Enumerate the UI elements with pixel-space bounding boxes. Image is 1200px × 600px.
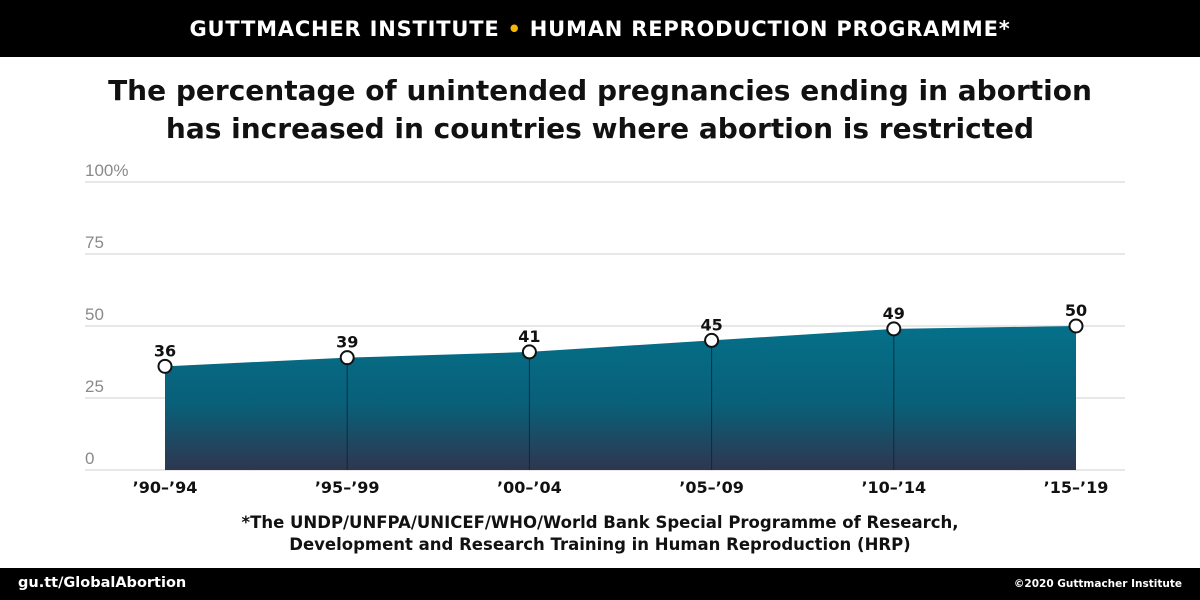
y-tick-label: 75	[85, 233, 104, 252]
x-tick-label: ’00–’04	[497, 478, 562, 497]
data-label: 41	[518, 327, 540, 346]
x-tick-label: ’15–’19	[1044, 478, 1109, 497]
data-point-marker	[521, 344, 537, 360]
chart-title: The percentage of unintended pregnancies…	[0, 72, 1200, 148]
x-tick-label: ’90–’94	[133, 478, 198, 497]
chart-title-line-1: The percentage of unintended pregnancies…	[108, 74, 1092, 107]
data-point-marker	[339, 350, 355, 366]
data-label: 39	[336, 333, 358, 352]
data-label: 45	[700, 315, 722, 334]
x-tick-label: ’95–’99	[315, 478, 380, 497]
y-tick-label: 25	[85, 377, 104, 396]
x-tick-label: ’10–’14	[861, 478, 926, 497]
chart-title-line-2: has increased in countries where abortio…	[165, 112, 1035, 145]
data-point-marker	[886, 321, 902, 337]
header-org1: GUTTMACHER INSTITUTE	[189, 16, 500, 41]
data-label: 49	[883, 304, 905, 323]
footer-copyright: ©2020 Guttmacher Institute	[1013, 578, 1182, 590]
x-tick-label: ’05–’09	[679, 478, 744, 497]
data-label: 50	[1065, 301, 1087, 320]
footnote-line-2: Development and Research Training in Hum…	[289, 535, 911, 554]
y-tick-label: 100%	[85, 161, 128, 180]
series-area	[165, 326, 1076, 470]
footnote: *The UNDP/UNFPA/UNICEF/WHO/World Bank Sp…	[0, 512, 1200, 556]
header-separator: •	[507, 16, 522, 41]
data-point-marker	[1068, 318, 1084, 334]
data-point-marker	[157, 358, 173, 374]
footer-bar: gu.tt/GlobalAbortion ©2020 Guttmacher In…	[0, 568, 1200, 600]
y-tick-label: 50	[85, 305, 104, 324]
header-org2: HUMAN REPRODUCTION PROGRAMME*	[529, 16, 1011, 41]
y-tick-label: 0	[85, 449, 94, 468]
footer-url-link[interactable]: gu.tt/GlobalAbortion	[18, 575, 187, 591]
header-bar: GUTTMACHER INSTITUTE • HUMAN REPRODUCTIO…	[0, 0, 1200, 57]
data-point-marker	[704, 332, 720, 348]
area-chart: 0 25 50 75 100% 36 39 41 45 49 50 ’90–’94 ’95–’99 ’…	[85, 161, 1125, 497]
data-label: 36	[154, 341, 176, 360]
footnote-line-1: *The UNDP/UNFPA/UNICEF/WHO/World Bank Sp…	[241, 513, 959, 532]
